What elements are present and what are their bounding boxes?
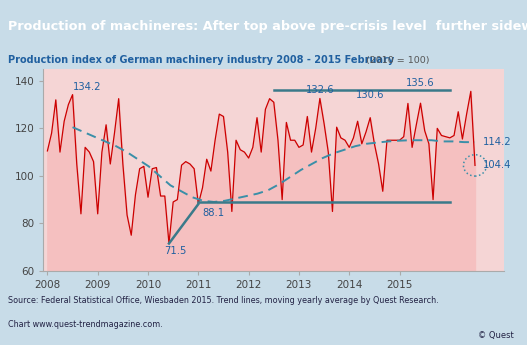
Text: Chart www.quest-trendmagazine.com.: Chart www.quest-trendmagazine.com. [8, 320, 163, 329]
Text: 132.6: 132.6 [306, 85, 334, 95]
Text: 114.2: 114.2 [483, 137, 511, 147]
Text: Production of machineres: After top above pre-crisis level  further sideways: Production of machineres: After top abov… [8, 20, 527, 33]
Text: 135.6: 135.6 [406, 78, 435, 88]
Text: 134.2: 134.2 [73, 81, 101, 91]
Text: 104.4: 104.4 [483, 160, 511, 170]
Text: 130.6: 130.6 [356, 90, 384, 100]
Text: 88.1: 88.1 [202, 208, 225, 218]
Text: © Quest: © Quest [478, 331, 514, 340]
Text: 71.5: 71.5 [164, 246, 187, 256]
Text: Production index of German machinery industry 2008 - 2015 February: Production index of German machinery ind… [8, 55, 394, 65]
Text: (2010 = 100): (2010 = 100) [366, 56, 430, 65]
Text: Source: Federal Statistical Office, Wiesbaden 2015. Trend lines, moving yearly a: Source: Federal Statistical Office, Wies… [8, 296, 438, 305]
